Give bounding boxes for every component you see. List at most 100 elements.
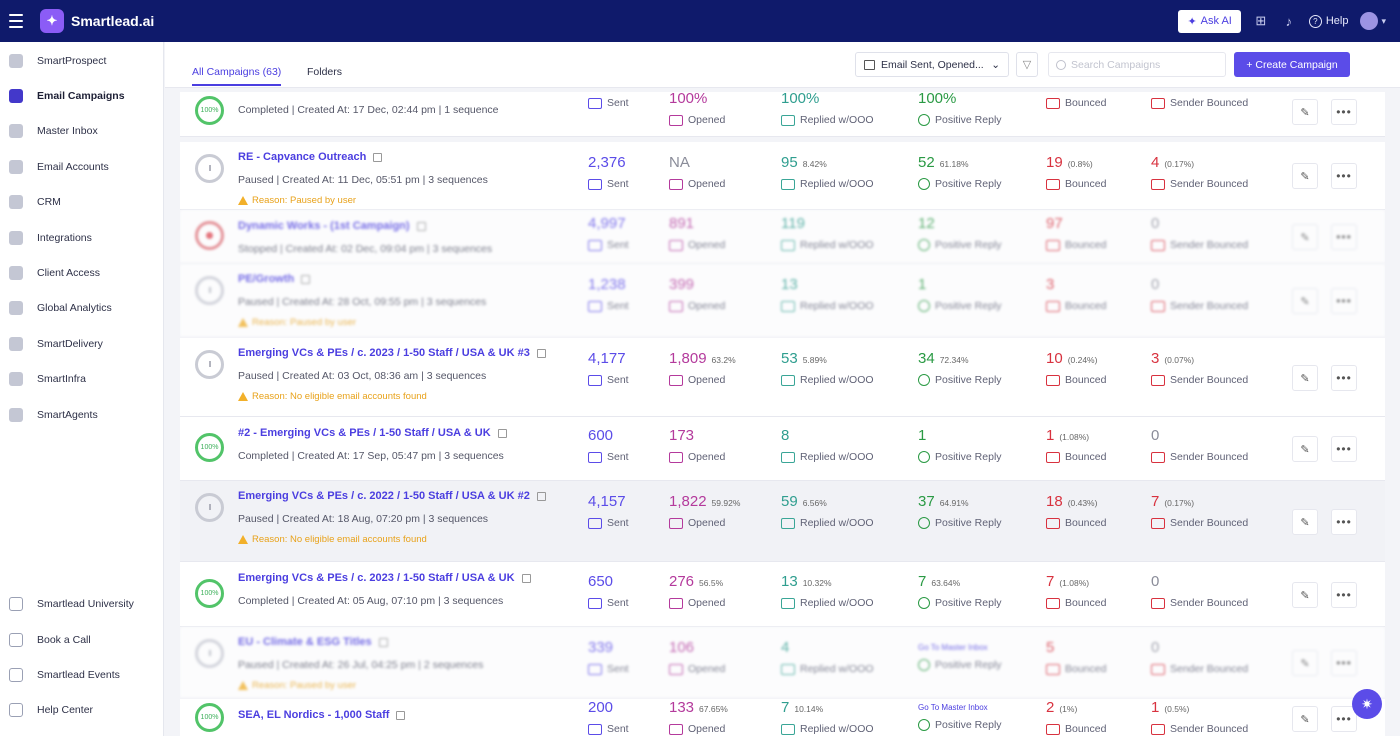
status-progress-icon xyxy=(195,350,224,379)
table-row[interactable]: Emerging VCs & PEs / c. 2022 / 1-50 Staf… xyxy=(180,481,1385,562)
stat-value: 106 xyxy=(669,639,725,656)
more-options-icon[interactable]: ••• xyxy=(1331,163,1357,189)
sidebar-item-smartdelivery[interactable]: SmartDelivery xyxy=(0,326,163,361)
table-row[interactable]: Dynamic Works - (1st Campaign) Stopped | … xyxy=(180,210,1385,264)
more-options-icon[interactable]: ••• xyxy=(1331,650,1357,676)
sidebar-item-crm[interactable]: CRM xyxy=(0,185,163,220)
edit-icon[interactable]: ✎ xyxy=(1292,582,1318,608)
stat-label: Replied w/OOO xyxy=(781,517,874,529)
assistant-fab-icon[interactable]: ✷ xyxy=(1352,689,1382,719)
menu-icon[interactable] xyxy=(0,0,32,42)
tab-all-campaigns[interactable]: All Campaigns (63) xyxy=(192,66,282,86)
bell-icon[interactable]: ♪ xyxy=(1285,13,1293,29)
sidebar-icon xyxy=(9,53,23,68)
campaign-name-link[interactable]: Emerging VCs & PEs / c. 2023 / 1-50 Staf… xyxy=(238,347,546,359)
stat-number: 133 xyxy=(669,699,695,716)
logo[interactable]: ✦ Smartlead.ai xyxy=(40,9,154,33)
more-options-icon[interactable]: ••• xyxy=(1331,436,1357,462)
table-row[interactable]: PE/Growth Paused | Created At: 28 Oct, 09… xyxy=(180,264,1385,338)
gift-icon[interactable]: ⊞ xyxy=(1255,13,1267,28)
sidebar-item-master-inbox[interactable]: Master Inbox xyxy=(0,114,163,149)
campaign-name-link[interactable]: PE/Growth xyxy=(238,273,311,285)
more-options-icon[interactable]: ••• xyxy=(1331,582,1357,608)
edit-icon[interactable]: ✎ xyxy=(1292,288,1318,314)
external-link-icon[interactable] xyxy=(536,348,546,358)
sidebar-item-smartprospect[interactable]: SmartProspect xyxy=(0,43,163,78)
columns-select[interactable]: Email Sent, Opened... ⌄ xyxy=(855,52,1009,77)
stat-sender-bounced: 0 Sender Bounced xyxy=(1151,215,1248,251)
table-row[interactable]: EU - Climate & ESG Titles Paused | Create… xyxy=(180,627,1385,699)
external-link-icon[interactable] xyxy=(416,221,426,231)
table-row[interactable]: 100% #2 - Emerging VCs & PEs / 1-50 Staff… xyxy=(180,417,1385,481)
more-options-icon[interactable]: ••• xyxy=(1331,99,1357,125)
edit-icon[interactable]: ✎ xyxy=(1292,224,1318,250)
stat-label: Replied w/OOO xyxy=(781,374,874,386)
external-link-icon[interactable] xyxy=(521,573,531,583)
sidebar-item-integrations[interactable]: Integrations xyxy=(0,220,163,255)
sidebar-item-smartinfra[interactable]: SmartInfra xyxy=(0,362,163,397)
stat-number: 3 xyxy=(1046,276,1055,293)
sidebar-item-global-analytics[interactable]: Global Analytics xyxy=(0,291,163,326)
help-button[interactable]: ? Help xyxy=(1308,14,1348,28)
edit-icon[interactable]: ✎ xyxy=(1292,163,1318,189)
edit-icon[interactable]: ✎ xyxy=(1292,99,1318,125)
stat-number: 5 xyxy=(1046,639,1055,656)
stat-number: NA xyxy=(669,154,690,171)
table-row[interactable]: RE - Capvance Outreach Paused | Created A… xyxy=(180,142,1385,210)
stat-value: 7 63.64% xyxy=(918,573,1002,590)
external-link-icon[interactable] xyxy=(301,274,311,284)
campaign-name-link[interactable]: RE - Capvance Outreach xyxy=(238,151,383,163)
user-menu[interactable]: ▾ xyxy=(1360,12,1386,30)
search-box[interactable] xyxy=(1048,52,1226,77)
stat-label: Positive Reply xyxy=(918,597,1002,609)
external-link-icon[interactable] xyxy=(497,428,507,438)
stat-value: 95 8.42% xyxy=(781,154,874,171)
sidebar-item-smartlead-events[interactable]: Smartlead Events xyxy=(0,657,164,692)
stat-sender-bounced: 0 Sender Bounced xyxy=(1151,427,1248,463)
sidebar-item-label: Email Accounts xyxy=(37,160,109,173)
campaign-name-link[interactable]: SEA, EL Nordics - 1,000 Staff xyxy=(238,709,406,721)
more-options-icon[interactable]: ••• xyxy=(1331,288,1357,314)
sidebar-item-client-access[interactable]: Client Access xyxy=(0,255,163,290)
sidebar-item-email-campaigns[interactable]: Email Campaigns xyxy=(0,78,163,113)
stat-number: 7 xyxy=(918,573,927,590)
main-content: All Campaigns (63) Folders Email Sent, O… xyxy=(165,42,1400,736)
sidebar-item-smartagents[interactable]: SmartAgents xyxy=(0,397,163,432)
table-row[interactable]: 100% SEA, EL Nordics - 1,000 Staff 200 Sent… xyxy=(180,699,1385,736)
edit-icon[interactable]: ✎ xyxy=(1292,650,1318,676)
more-options-icon[interactable]: ••• xyxy=(1331,509,1357,535)
warning-text: Reason: Paused by user xyxy=(252,195,357,206)
more-options-icon[interactable]: ••• xyxy=(1331,365,1357,391)
edit-icon[interactable]: ✎ xyxy=(1292,509,1318,535)
table-row[interactable]: 100% Emerging VCs & PEs / c. 2023 / 1-50 … xyxy=(180,562,1385,627)
ask-ai-button[interactable]: ✦ Ask AI xyxy=(1178,9,1241,33)
stat-value: 52 61.18% xyxy=(918,154,1002,171)
sidebar-icon xyxy=(9,336,23,351)
external-link-icon[interactable] xyxy=(396,710,406,720)
sidebar-item-help-center[interactable]: Help Center xyxy=(0,693,164,728)
campaign-name-link[interactable]: Emerging VCs & PEs / c. 2023 / 1-50 Staf… xyxy=(238,572,531,584)
create-campaign-button[interactable]: + Create Campaign xyxy=(1234,52,1350,77)
stat-label: Replied w/OOO xyxy=(781,239,874,251)
more-options-icon[interactable]: ••• xyxy=(1331,224,1357,250)
campaign-name-link[interactable]: Emerging VCs & PEs / c. 2022 / 1-50 Staf… xyxy=(238,490,546,502)
positive-icon xyxy=(918,300,930,312)
campaign-name-link[interactable]: Dynamic Works - (1st Campaign) xyxy=(238,220,426,232)
external-link-icon[interactable] xyxy=(536,491,546,501)
external-link-icon[interactable] xyxy=(378,637,388,647)
edit-icon[interactable]: ✎ xyxy=(1292,436,1318,462)
campaign-name-link[interactable]: #2 - Emerging VCs & PEs / 1-50 Staff / U… xyxy=(238,427,507,439)
sidebar-item-smartlead-university[interactable]: Smartlead University xyxy=(0,586,164,621)
table-row[interactable]: Emerging VCs & PEs / c. 2023 / 1-50 Staf… xyxy=(180,338,1385,417)
edit-icon[interactable]: ✎ xyxy=(1292,706,1318,732)
filter-icon[interactable]: ▽ xyxy=(1016,52,1038,77)
table-row[interactable]: 100% Completed | Created At: 17 Dec, 02:4… xyxy=(180,92,1385,137)
tab-folders[interactable]: Folders xyxy=(307,66,343,78)
search-input[interactable] xyxy=(1071,58,1216,71)
external-link-icon[interactable] xyxy=(373,152,383,162)
sidebar-item-book-a-call[interactable]: Book a Call xyxy=(0,622,164,657)
campaign-name-link[interactable]: EU - Climate & ESG Titles xyxy=(238,636,388,648)
sidebar-item-label: Book a Call xyxy=(37,633,91,646)
edit-icon[interactable]: ✎ xyxy=(1292,365,1318,391)
sidebar-item-email-accounts[interactable]: Email Accounts xyxy=(0,149,163,184)
